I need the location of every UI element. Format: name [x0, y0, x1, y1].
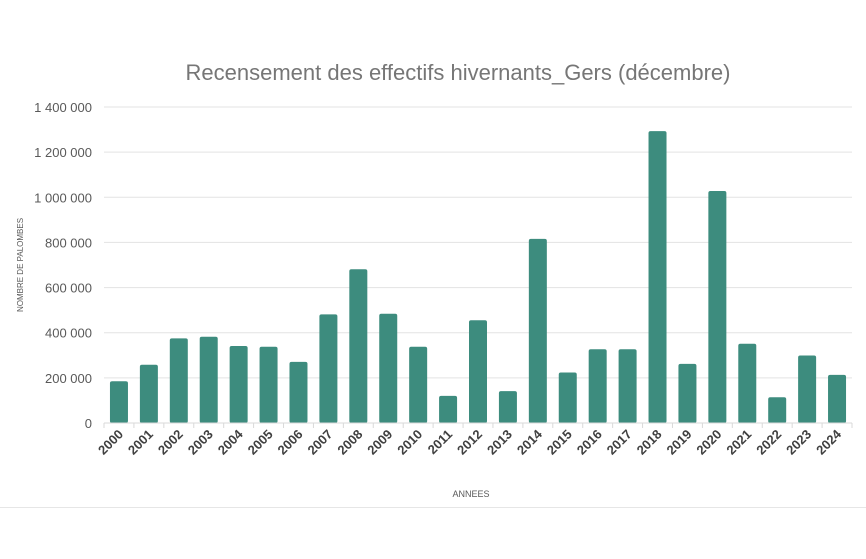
bar-2018 — [648, 131, 667, 423]
bar-2010 — [409, 346, 428, 423]
bar-2024 — [828, 374, 847, 423]
y-tick-label: 1 200 000 — [34, 145, 92, 160]
bar-2008 — [349, 269, 368, 423]
x-tick-label: 2019 — [664, 427, 695, 458]
y-tick-label: 1 000 000 — [34, 190, 92, 205]
bar-2023 — [798, 355, 817, 423]
bar-2000 — [109, 381, 128, 423]
chart-title: Recensement des effectifs hivernants_Ger… — [186, 60, 731, 85]
bar-2007 — [319, 314, 338, 423]
bar-2012 — [469, 320, 487, 423]
x-tick-label: 2013 — [484, 427, 515, 458]
bar-2014 — [528, 238, 547, 423]
bar-2005 — [259, 346, 278, 423]
x-tick-label: 2015 — [544, 427, 575, 458]
x-tick-label: 2004 — [215, 426, 247, 458]
x-tick-label: 2021 — [723, 427, 754, 458]
x-axis-label: ANNEES — [452, 489, 489, 499]
bar-2022 — [768, 397, 787, 423]
y-tick-label: 1 400 000 — [34, 100, 92, 115]
y-tick-label: 400 000 — [45, 326, 92, 341]
x-tick-label: 2022 — [753, 427, 784, 458]
x-tick-label: 2014 — [514, 426, 546, 458]
bar-2016 — [588, 349, 607, 423]
x-tick-label: 2008 — [334, 427, 365, 458]
bar-2009 — [379, 313, 398, 423]
x-tick-label: 2010 — [394, 427, 425, 458]
x-tick-label: 2018 — [634, 427, 665, 458]
bar-2006 — [289, 361, 308, 423]
bar-2019 — [678, 363, 697, 423]
x-tick-label: 2012 — [454, 427, 485, 458]
y-tick-label: 0 — [85, 416, 92, 431]
x-tick-label: 2007 — [304, 427, 335, 458]
x-tick-label: 2003 — [185, 427, 216, 458]
x-tick-label: 2000 — [95, 427, 126, 458]
x-tick-label: 2011 — [425, 427, 456, 458]
bar-2004 — [229, 346, 248, 423]
y-tick-label: 800 000 — [45, 235, 92, 250]
x-tick-label: 2017 — [604, 427, 635, 458]
bar-2017 — [618, 349, 637, 423]
x-tick-label: 2002 — [155, 427, 186, 458]
x-tick-label: 2023 — [783, 427, 814, 458]
bar-2001 — [139, 364, 158, 423]
bar-2011 — [439, 395, 458, 423]
bar-2013 — [498, 391, 517, 423]
x-tick-label: 2006 — [275, 427, 306, 458]
chart-bottom-border — [0, 507, 866, 508]
x-tick-label: 2020 — [693, 427, 724, 458]
bar-2015 — [558, 372, 577, 423]
y-tick-label: 600 000 — [45, 281, 92, 296]
x-tick-label: 2001 — [125, 427, 156, 458]
x-tick-label: 2016 — [574, 427, 605, 458]
x-tick-label: 2024 — [813, 426, 845, 458]
x-tick-label: 2005 — [245, 427, 276, 458]
bar-2021 — [738, 343, 757, 423]
bar-2002 — [169, 338, 188, 423]
y-tick-label: 200 000 — [45, 371, 92, 386]
x-tick-label: 2009 — [364, 427, 395, 458]
y-axis-label: NOMBRE DE PALOMBES — [16, 218, 25, 312]
bar-2020 — [708, 190, 727, 423]
bar-2003 — [199, 336, 218, 423]
